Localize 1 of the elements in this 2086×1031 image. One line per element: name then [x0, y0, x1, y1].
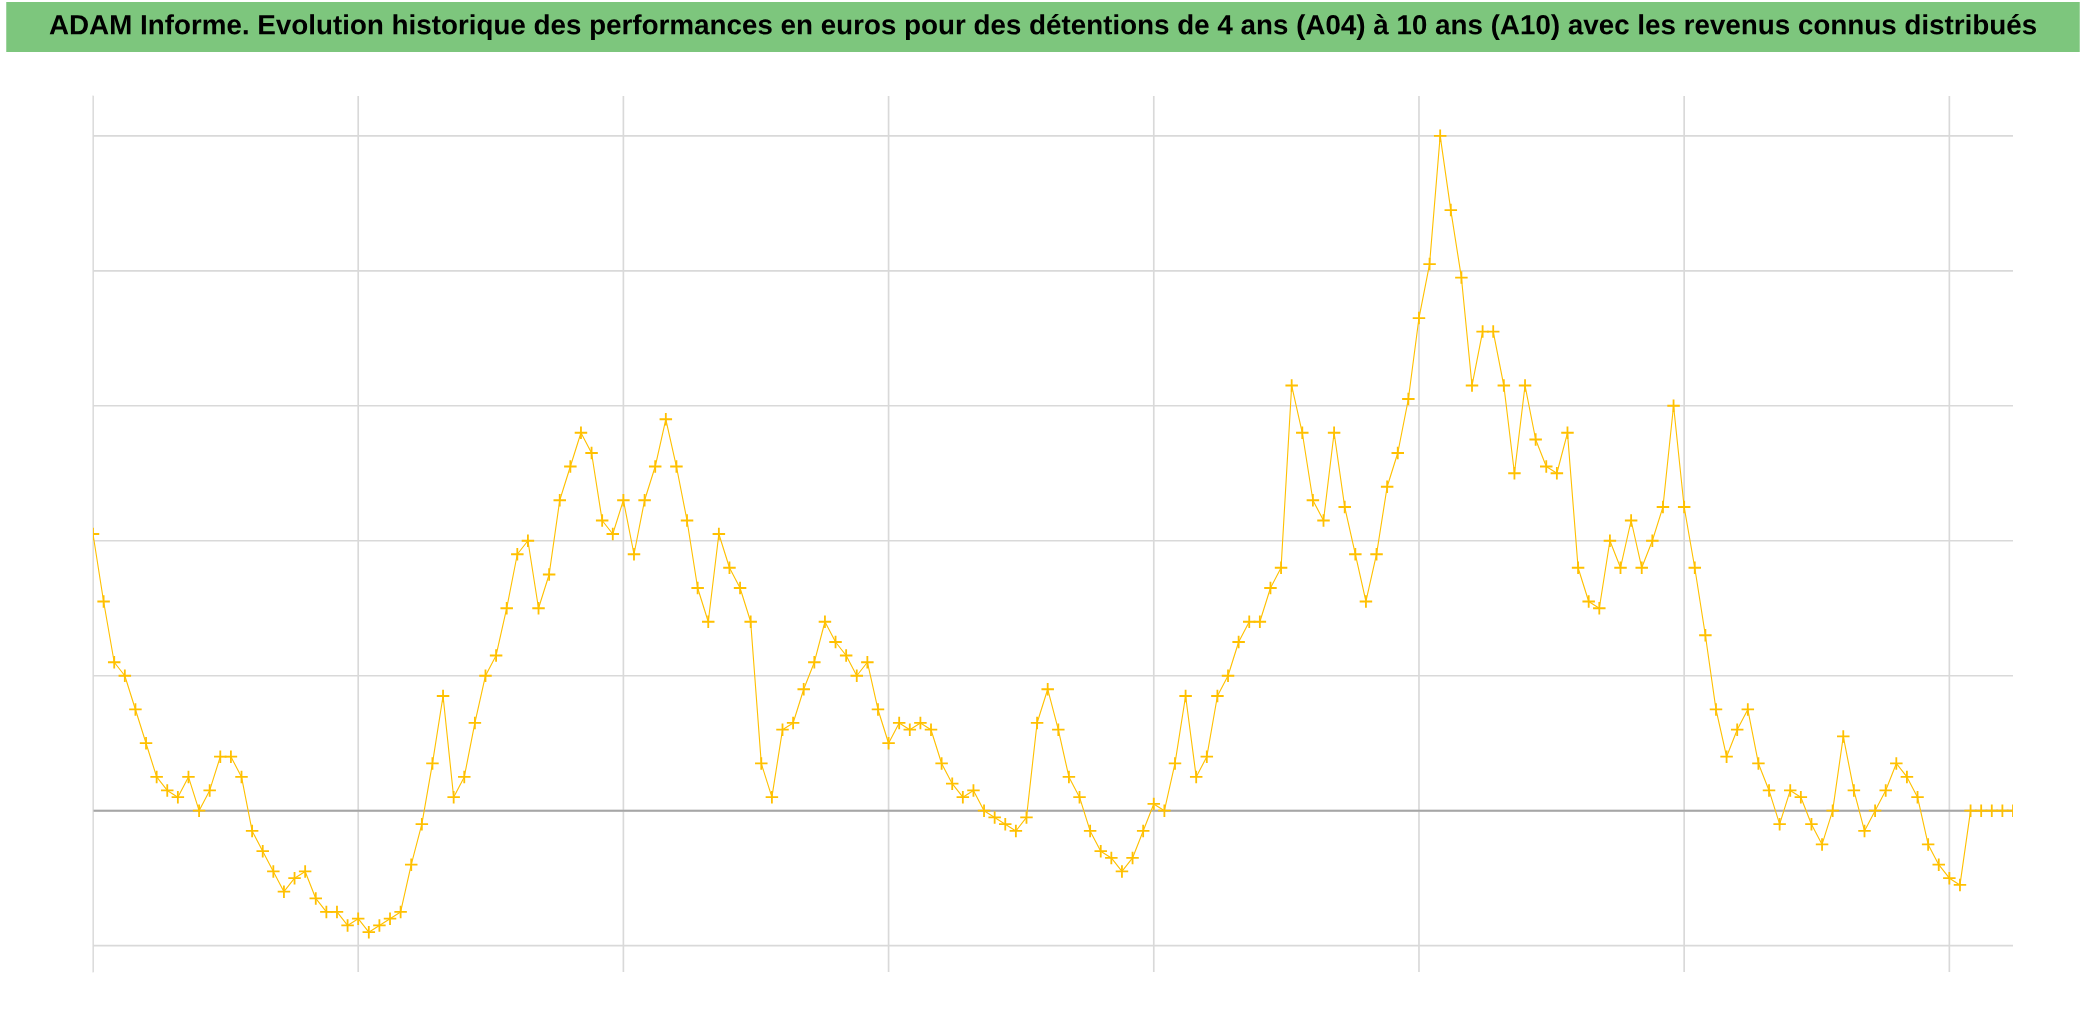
chart-title: ADAM Informe. Evolution historique des performances en euros pour des détentions de 4 ans (A04) à 10 ans (A10) avec les revenus connus distribués [49, 13, 2037, 41]
